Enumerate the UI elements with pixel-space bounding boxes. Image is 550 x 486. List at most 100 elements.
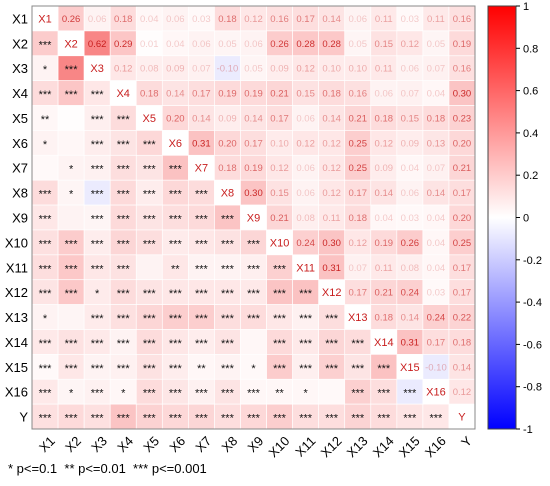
diagonal-label: X15 bbox=[400, 362, 420, 374]
significance-stars: *** bbox=[91, 214, 105, 226]
significance-stars: *** bbox=[117, 214, 131, 226]
diagonal-label: X5 bbox=[143, 113, 156, 125]
significance-stars: *** bbox=[247, 238, 261, 250]
significance-stars: * bbox=[251, 363, 256, 375]
correlation-value: 0.11 bbox=[375, 64, 393, 75]
heatmap-cell bbox=[266, 105, 294, 131]
heatmap-cell bbox=[161, 254, 189, 281]
significance-stars: *** bbox=[39, 89, 53, 101]
heatmap-cell bbox=[370, 130, 398, 156]
significance-stars: *** bbox=[91, 363, 105, 375]
heatmap-cell bbox=[214, 329, 241, 355]
y-tick-label: X1 bbox=[12, 11, 28, 26]
correlation-value: 0.16 bbox=[453, 14, 472, 25]
significance-stars: *** bbox=[195, 189, 209, 201]
y-tick-label: X8 bbox=[12, 186, 28, 201]
correlation-value: 0.20 bbox=[453, 213, 472, 224]
correlation-value: 0.12 bbox=[348, 238, 367, 249]
correlation-value: 0.31 bbox=[322, 263, 341, 274]
significance-stars: *** bbox=[325, 313, 339, 325]
correlation-value: 0.14 bbox=[401, 313, 420, 324]
correlation-value: 0.03 bbox=[192, 14, 211, 25]
heatmap-cell bbox=[344, 403, 372, 430]
correlation-value: 0.04 bbox=[427, 263, 446, 274]
heatmap-cell bbox=[318, 378, 346, 405]
correlation-value: -0.10 bbox=[425, 362, 447, 373]
correlation-value: 0.03 bbox=[401, 213, 420, 224]
heatmap-cell bbox=[214, 254, 241, 281]
significance-stars: *** bbox=[299, 288, 313, 300]
x-tick-label: X7 bbox=[192, 433, 214, 455]
significance-stars: *** bbox=[91, 313, 105, 325]
correlation-value: 0.10 bbox=[348, 64, 367, 75]
correlation-value: 0.25 bbox=[348, 138, 367, 149]
significance-stars: ** bbox=[41, 114, 50, 126]
diagonal-label: X11 bbox=[296, 262, 315, 274]
heatmap-cell bbox=[57, 229, 85, 256]
heatmap-cell bbox=[448, 80, 476, 106]
heatmap-cell bbox=[292, 105, 320, 131]
correlation-value: 0.15 bbox=[270, 188, 289, 199]
heatmap-cell bbox=[448, 55, 476, 82]
correlation-value: 0.20 bbox=[166, 113, 185, 124]
y-tick-label: Y bbox=[19, 410, 28, 425]
x-tick-label: X8 bbox=[218, 433, 240, 455]
diagonal-label: X7 bbox=[195, 163, 208, 175]
heatmap-cell bbox=[214, 354, 241, 380]
heatmap-cell bbox=[396, 80, 424, 106]
correlation-value: 0.12 bbox=[296, 64, 315, 75]
significance-stars: *** bbox=[143, 288, 157, 300]
heatmap-cell bbox=[109, 179, 137, 206]
heatmap-cell bbox=[214, 80, 241, 106]
heatmap-cell bbox=[214, 105, 241, 131]
significance-stars: ** bbox=[171, 263, 180, 275]
heatmap-cell bbox=[188, 329, 215, 355]
significance-stars: *** bbox=[143, 338, 157, 350]
correlation-value: 0.18 bbox=[375, 313, 394, 324]
colorbar-tick-label: -0.8 bbox=[523, 382, 542, 394]
correlation-value: 0.10 bbox=[270, 138, 289, 149]
heatmap-cell bbox=[344, 329, 372, 355]
significance-stars: *** bbox=[429, 413, 443, 425]
heatmap-cell bbox=[83, 378, 111, 405]
significance-stars: *** bbox=[39, 388, 53, 400]
correlation-value: 0.31 bbox=[401, 337, 420, 348]
x-tick-label: X10 bbox=[265, 433, 292, 460]
correlation-value: 0.06 bbox=[296, 188, 315, 199]
x-tick-label: X4 bbox=[114, 433, 136, 455]
correlation-value: 0.21 bbox=[348, 113, 367, 124]
correlation-value: 0.07 bbox=[348, 263, 367, 274]
heatmap-cell bbox=[292, 130, 320, 156]
correlation-value: 0.07 bbox=[427, 64, 446, 75]
y-tick-label: X6 bbox=[12, 136, 28, 151]
y-tick-label: X2 bbox=[12, 36, 28, 51]
y-tick-label: X11 bbox=[6, 260, 28, 275]
significance-stars: *** bbox=[91, 238, 105, 250]
heatmap-cell bbox=[57, 5, 85, 32]
significance-stars: *** bbox=[195, 214, 209, 226]
heatmap-cell bbox=[57, 55, 85, 82]
significance-stars: *** bbox=[351, 363, 365, 375]
heatmap-cell bbox=[318, 354, 346, 380]
correlation-value: 0.18 bbox=[427, 113, 446, 124]
significance-stars: *** bbox=[299, 413, 313, 425]
x-tick-label: Y bbox=[458, 433, 475, 450]
significance-stars: *** bbox=[39, 263, 53, 275]
colorbar-tick-label: 0 bbox=[523, 213, 529, 225]
correlation-value: 0.11 bbox=[375, 14, 393, 25]
correlation-value: 0.12 bbox=[322, 188, 341, 199]
x-tick-label: X5 bbox=[140, 433, 162, 455]
heatmap-cell bbox=[109, 304, 137, 330]
correlation-value: 0.08 bbox=[140, 64, 159, 75]
significance-stars: *** bbox=[91, 263, 105, 275]
correlation-value: 0.09 bbox=[218, 113, 237, 124]
heatmap-cell bbox=[292, 254, 320, 281]
heatmap-cell bbox=[422, 329, 450, 355]
heatmap-cell bbox=[292, 354, 320, 380]
significance-stars: *** bbox=[143, 388, 157, 400]
significance-stars: *** bbox=[117, 189, 131, 201]
correlation-value: 0.30 bbox=[244, 188, 263, 199]
heatmap-cell bbox=[266, 80, 294, 106]
y-tick-label: X7 bbox=[12, 161, 28, 176]
heatmap-cell bbox=[266, 179, 294, 206]
